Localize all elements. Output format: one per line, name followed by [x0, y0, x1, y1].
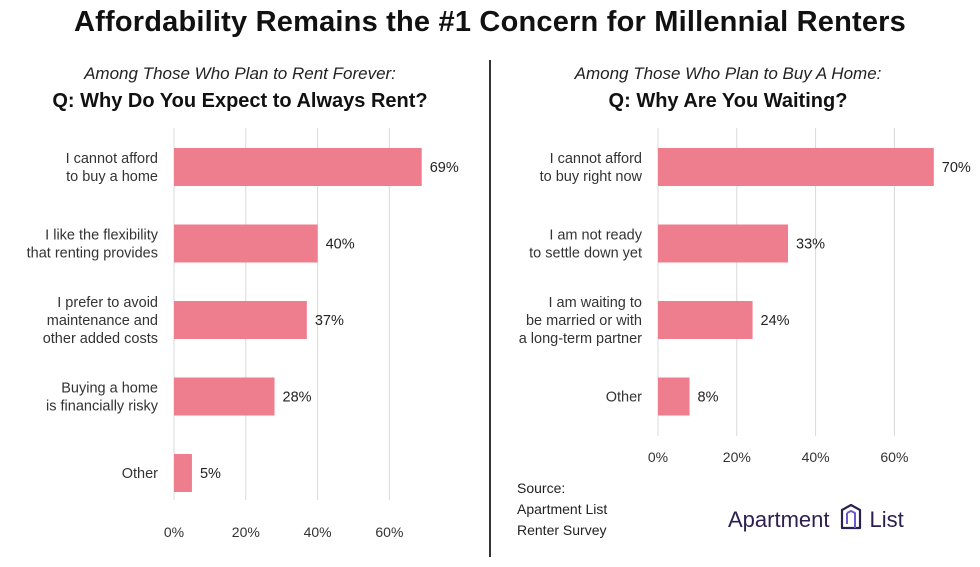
category-label: to buy right now	[540, 169, 643, 185]
bar-value-label: 33%	[796, 237, 825, 253]
category-label: other added costs	[43, 331, 158, 347]
x-tick-label: 40%	[802, 449, 830, 465]
bar	[658, 224, 789, 263]
category-label: to buy a home	[66, 169, 158, 185]
bar	[174, 148, 422, 186]
x-tick-label: 60%	[375, 524, 403, 540]
category-label: I like the flexibility	[45, 228, 159, 244]
category-label: Other	[606, 390, 642, 406]
x-tick-label: 40%	[304, 524, 332, 540]
category-label: I cannot afford	[66, 151, 158, 167]
category-label: maintenance and	[47, 313, 158, 329]
bar	[658, 148, 934, 186]
bar-value-label: 70%	[942, 160, 971, 176]
category-label: I cannot afford	[550, 151, 642, 167]
bar-value-label: 5%	[200, 466, 221, 482]
category-label: that renting provides	[27, 246, 158, 262]
bar	[658, 301, 753, 339]
right-panel-pretitle: Among Those Who Plan to Buy A Home:	[574, 64, 882, 83]
brand-logo: Apartment List	[728, 503, 904, 537]
category-label: I prefer to avoid	[57, 295, 158, 311]
source-name: Apartment List	[517, 501, 608, 517]
left-panel-pretitle: Among Those Who Plan to Rent Forever:	[84, 64, 396, 83]
category-label: Buying a home	[61, 381, 158, 397]
x-tick-label: 0%	[164, 524, 184, 540]
category-label: is financially risky	[46, 399, 159, 415]
category-label: to settle down yet	[529, 246, 642, 262]
source-note: Source: Apartment List Renter Survey	[517, 478, 607, 541]
source-label: Source:	[517, 480, 566, 496]
category-label: I am not ready	[549, 228, 642, 244]
x-tick-label: 20%	[723, 449, 751, 465]
bar	[174, 301, 307, 339]
brand-name-part2: List	[869, 507, 904, 532]
chart-title: Affordability Remains the #1 Concern for…	[73, 6, 906, 38]
category-label: Other	[122, 466, 158, 482]
panel-divider	[489, 60, 491, 557]
category-label: a long-term partner	[519, 331, 642, 347]
bar-value-label: 8%	[698, 390, 719, 406]
x-tick-label: 0%	[648, 449, 668, 465]
bar	[174, 377, 275, 416]
bar-value-label: 24%	[761, 313, 790, 329]
bar-value-label: 28%	[283, 390, 312, 406]
bar-value-label: 40%	[326, 237, 355, 253]
bar	[174, 224, 318, 263]
category-label: be married or with	[526, 313, 642, 329]
bar-value-label: 69%	[430, 160, 459, 176]
left-bar-chart: 0% 20% 40% 60% 69% I cannot afford to buy a ho…	[27, 128, 459, 540]
x-tick-label: 60%	[880, 449, 908, 465]
apartment-list-logo-icon	[838, 502, 864, 538]
right-panel-question: Q: Why Are You Waiting?	[608, 90, 848, 112]
left-panel-question: Q: Why Do You Expect to Always Rent?	[52, 90, 428, 112]
bar	[658, 377, 690, 416]
x-tick-label: 20%	[232, 524, 260, 540]
right-bar-chart: 0% 20% 40% 60% 70% I cannot afford to buy righ…	[519, 128, 971, 465]
source-detail: Renter Survey	[517, 522, 607, 538]
category-label: I am waiting to	[549, 295, 643, 311]
bar	[174, 454, 192, 492]
bar-value-label: 37%	[315, 313, 344, 329]
brand-name-part1: Apartment	[728, 507, 830, 532]
